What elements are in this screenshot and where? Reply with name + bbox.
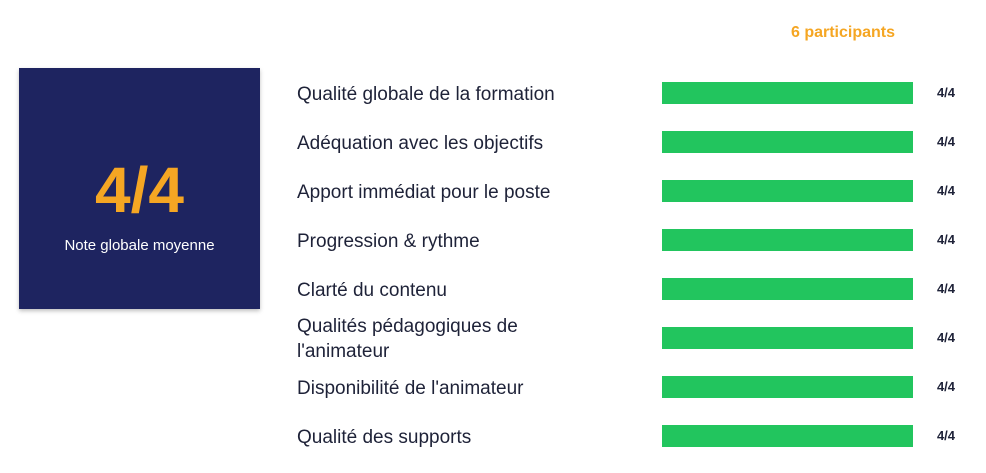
category-label: Apport immédiat pour le poste [297,181,551,203]
bar [662,278,913,300]
category-label: Clarté du contenu [297,279,447,301]
category-label: Disponibilité de l'animateur [297,377,524,399]
bar [662,327,913,349]
value-label: 4/4 [936,281,956,296]
value-label: 4/4 [936,134,956,149]
category-label: Adéquation avec les objectifs [297,132,544,154]
value-label: 4/4 [936,379,956,394]
bar [662,425,913,447]
value-label: 4/4 [936,183,956,198]
category-label: Qualités pédagogiques de l'animateur [297,316,518,362]
bar [662,131,913,153]
bar [662,180,913,202]
bar [662,82,913,104]
value-label: 4/4 [936,428,956,443]
bar [662,229,913,251]
bar [662,376,913,398]
category-label: Qualité globale de la formation [297,83,555,105]
overall-score-card: 4/4 Note globale moyenne [19,68,260,309]
category-label: Progression & rythme [297,230,480,252]
participants-count: 6 participants [790,24,896,41]
value-label: 4/4 [936,232,956,247]
overall-score-label: Note globale moyenne [64,237,215,254]
value-label: 4/4 [936,330,956,345]
value-label: 4/4 [936,85,956,100]
category-label: Qualité des supports [297,426,472,448]
overall-score-value: 4/4 [95,154,184,226]
